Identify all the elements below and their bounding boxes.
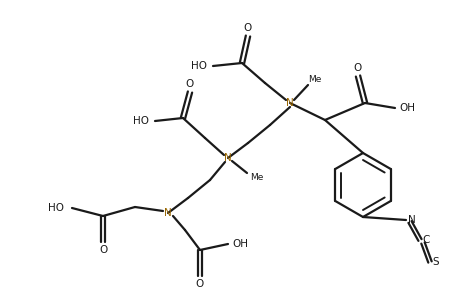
Text: O: O xyxy=(99,245,107,255)
Text: N: N xyxy=(164,208,172,218)
Text: OH: OH xyxy=(399,103,415,113)
Text: N: N xyxy=(224,153,232,163)
Text: C: C xyxy=(422,235,430,245)
Text: N: N xyxy=(286,98,294,108)
Text: O: O xyxy=(196,279,204,289)
Text: Me: Me xyxy=(251,173,264,181)
Text: O: O xyxy=(186,79,194,89)
Text: OH: OH xyxy=(232,239,248,249)
Text: HO: HO xyxy=(191,61,207,71)
Text: N: N xyxy=(408,215,416,225)
Text: O: O xyxy=(244,23,252,33)
Text: HO: HO xyxy=(48,203,64,213)
Text: O: O xyxy=(354,63,362,73)
Text: HO: HO xyxy=(133,116,149,126)
Text: Me: Me xyxy=(308,75,322,84)
Text: S: S xyxy=(433,257,439,267)
